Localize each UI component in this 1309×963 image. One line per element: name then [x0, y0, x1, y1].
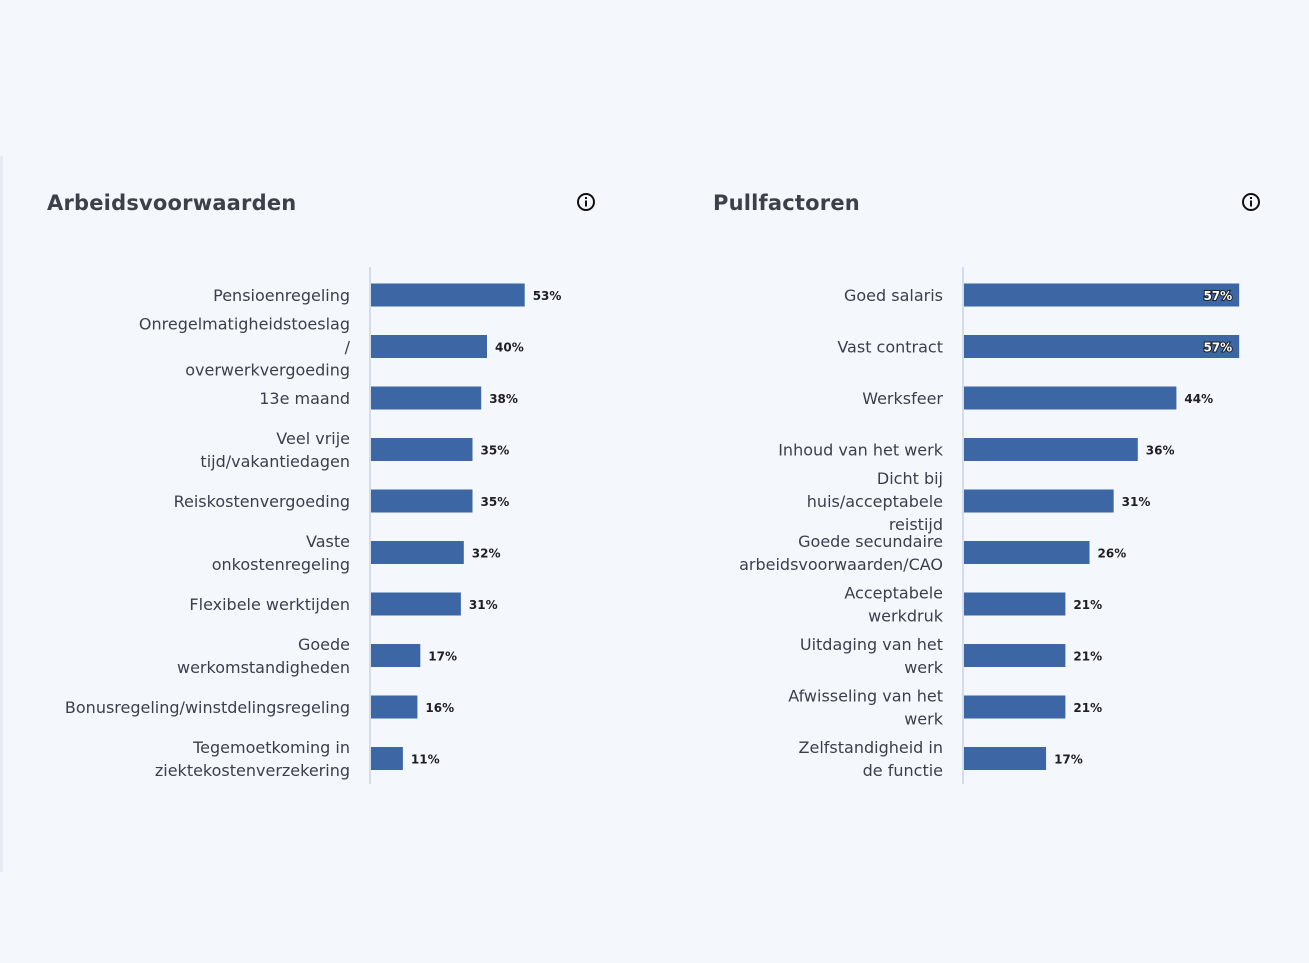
category-label: Flexibele werktijden — [189, 595, 350, 614]
category-label: Veel vrije — [276, 429, 350, 448]
bar-chart-arbeidsvoorwaarden: 53% Pensioenregeling 40% Onregelmatigheidst… — [65, 267, 562, 784]
category-label: Vaste — [306, 532, 350, 551]
bar — [964, 386, 1177, 410]
category-label: Werksfeer — [862, 389, 943, 408]
bar — [371, 335, 487, 358]
category-label: overwerkvergoeding — [185, 361, 350, 380]
bar — [964, 695, 1066, 719]
data-label: 32% — [472, 547, 501, 561]
category-label: Acceptabele — [844, 584, 943, 603]
category-label: Vast contract — [837, 338, 943, 357]
data-label: 31% — [469, 598, 498, 612]
data-label: 21% — [1073, 701, 1102, 715]
category-label: tijd/vakantiedagen — [200, 452, 350, 471]
bar — [964, 335, 1240, 358]
bar-chart-pullfactoren: 57% Goed salaris 57% Vast contract 44% Werksf… — [739, 267, 1240, 784]
chart-title-arbeidsvoorwaarden: Arbeidsvoorwaarden — [47, 191, 297, 215]
bar — [371, 592, 461, 616]
category-label: onkostenregeling — [212, 555, 350, 574]
bar — [371, 283, 525, 307]
data-label: 38% — [489, 392, 518, 406]
info-icon[interactable] — [1241, 192, 1261, 212]
bar — [371, 386, 482, 410]
info-icon[interactable] — [576, 192, 596, 212]
category-label: Onregelmatigheidstoeslag — [139, 315, 350, 334]
bar — [964, 747, 1047, 770]
bar — [964, 438, 1138, 461]
category-label: 13e maand — [259, 389, 350, 408]
bar — [371, 695, 418, 719]
category-label: huis/acceptabele — [807, 492, 943, 511]
category-label: werk — [904, 658, 944, 677]
data-label: 40% — [495, 341, 524, 355]
category-label: Bonusregeling/winstdelingsregeling — [65, 698, 350, 717]
data-label: 26% — [1098, 547, 1127, 561]
category-label: Zelfstandigheid in — [799, 738, 943, 757]
data-label: 35% — [481, 495, 510, 509]
category-label: werkdruk — [868, 607, 944, 626]
category-label: Reiskostenvergoeding — [174, 492, 350, 511]
category-label: werkomstandigheden — [177, 658, 350, 677]
chart-title-pullfactoren: Pullfactoren — [713, 191, 860, 215]
bar — [371, 489, 473, 513]
data-label: 17% — [1054, 753, 1083, 767]
data-label: 53% — [533, 289, 562, 303]
panel-arbeidsvoorwaarden: Arbeidsvoorwaarden 53% Pensioenregeling 40… — [47, 170, 607, 810]
data-label: 57% — [1203, 289, 1232, 303]
data-label: 36% — [1146, 444, 1175, 458]
bar — [964, 489, 1114, 513]
category-label: werk — [904, 710, 944, 729]
category-label: Pensioenregeling — [213, 286, 350, 305]
bar — [964, 644, 1066, 667]
bar — [964, 283, 1240, 307]
data-label: 35% — [481, 444, 510, 458]
category-label: Inhoud van het werk — [778, 441, 944, 460]
data-label: 31% — [1122, 495, 1151, 509]
category-label: Tegemoetkoming in — [192, 738, 350, 757]
bar — [371, 747, 403, 770]
bar — [964, 541, 1090, 564]
data-label: 11% — [411, 753, 440, 767]
data-label: 57% — [1203, 341, 1232, 355]
data-label: 16% — [425, 701, 454, 715]
data-label: 17% — [428, 650, 457, 664]
bar — [371, 644, 421, 667]
data-label: 21% — [1073, 650, 1102, 664]
category-label: Afwisseling van het — [788, 687, 943, 706]
data-label: 21% — [1073, 598, 1102, 612]
category-label: / — [345, 338, 351, 357]
bar — [964, 592, 1066, 616]
category-label: Goede — [298, 635, 350, 654]
category-label: Goed salaris — [844, 286, 943, 305]
panel-pullfactoren: Pullfactoren 57% Goed salaris 57% Vast cont… — [713, 170, 1273, 810]
data-label: 44% — [1184, 392, 1213, 406]
category-label: reistijd — [889, 515, 943, 534]
category-label: Dicht bij — [877, 469, 943, 488]
left-edge-divider — [0, 156, 3, 872]
category-label: ziektekostenverzekering — [155, 761, 350, 780]
category-label: arbeidsvoorwaarden/CAO — [739, 555, 943, 574]
category-label: Uitdaging van het — [800, 635, 943, 654]
bar — [371, 541, 464, 564]
category-label: de functie — [863, 761, 943, 780]
bar — [371, 438, 473, 461]
category-label: Goede secundaire — [798, 532, 943, 551]
